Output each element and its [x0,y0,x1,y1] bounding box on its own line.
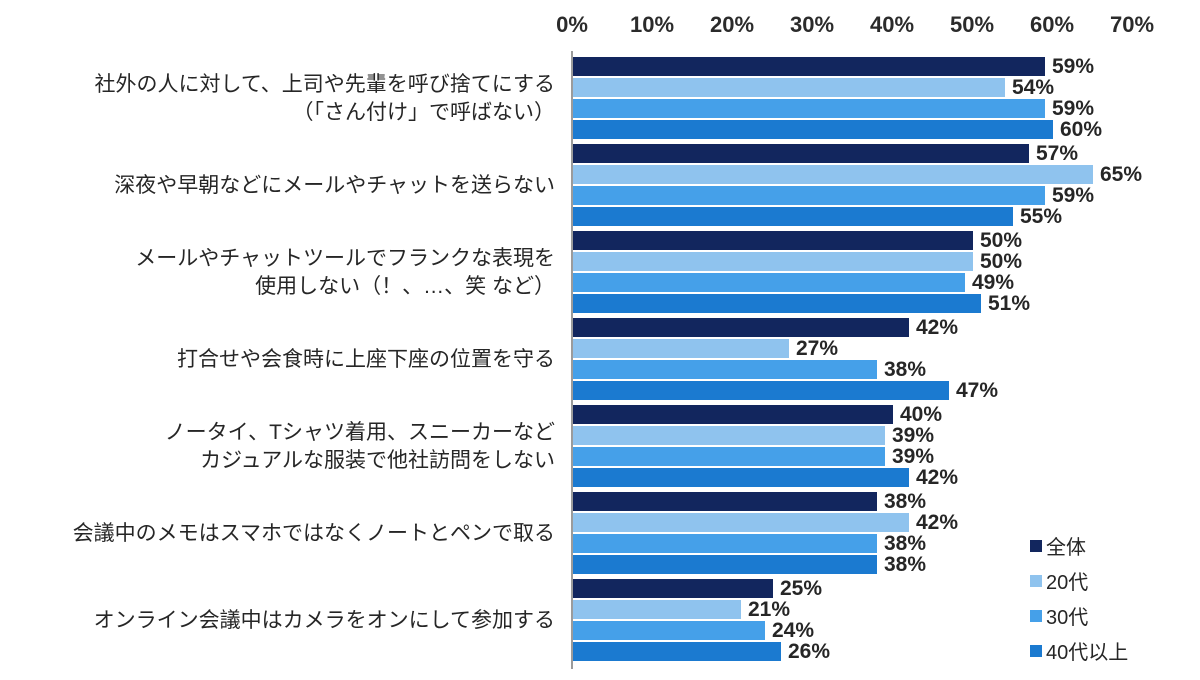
category-label-line: 会議中のメモはスマホではなくノートとペンで取る [72,522,555,545]
category-label: 深夜や早朝などにメールやチャットを送らない [0,144,555,228]
bar-30代 [573,273,965,292]
bar-value-label: 38% [884,490,927,513]
category-label-line: 使用しない（！、…、笑 など） [255,275,555,298]
bar-30代 [573,447,885,466]
bar-40代以上 [573,294,981,313]
legend-item-20代: 20代 [1030,563,1128,598]
bar-30代 [573,99,1045,118]
bar-value-label: 26% [788,640,831,663]
x-axis-tick-label: 10% [629,12,675,37]
bar-40代以上 [573,555,877,574]
category-label: オンライン会議中はカメラをオンにして参加する [0,579,555,663]
legend-label: 40代以上 [1046,642,1129,664]
bar-value-label: 60% [1060,118,1103,141]
bar-value-label: 40% [900,403,943,426]
x-axis-tick-label: 40% [869,12,915,37]
bar-value-label: 50% [980,229,1023,252]
bar-40代以上 [573,642,781,661]
category-label-line: ノータイ、Tシャツ着用、スニーカーなど [164,421,555,444]
bar-value-label: 47% [956,379,999,402]
y-axis-line [571,51,573,669]
category-label-line: 社外の人に対して、上司や先輩を呼び捨てにする [94,73,555,96]
bar-全体 [573,579,773,598]
bar-30代 [573,621,765,640]
bar-value-label: 25% [780,577,823,600]
legend: 全体 20代 30代 40代以上 [1030,528,1128,668]
bar-20代 [573,426,885,445]
x-axis-tick-label: 20% [709,12,755,37]
category-label: 会議中のメモはスマホではなくノートとペンで取る [0,492,555,576]
bar-20代 [573,252,973,271]
bar-value-label: 65% [1100,163,1143,186]
bar-value-label: 50% [980,250,1023,273]
bar-value-label: 42% [916,316,959,339]
bar-全体 [573,405,893,424]
category-label-line: （「さん付け」で呼ばない） [292,101,556,124]
legend-swatch-icon [1030,644,1042,657]
bar-40代以上 [573,468,909,487]
bar-20代 [573,513,909,532]
legend-item-40代以上: 40代以上 [1030,633,1128,668]
category-label-line: カジュアルな服装で他社訪問をしない [200,449,555,472]
category-label-line: 打合せや会食時に上座下座の位置を守る [177,348,555,371]
bar-value-label: 38% [884,532,927,555]
bar-value-label: 39% [892,424,935,447]
category-label: ノータイ、Tシャツ着用、スニーカーなどカジュアルな服装で他社訪問をしない [0,405,555,489]
bar-全体 [573,318,909,337]
category-label-line: メールやチャットツールでフランクな表現を [135,247,555,270]
bar-value-label: 49% [972,271,1015,294]
bar-30代 [573,186,1045,205]
x-axis-tick-label: 60% [1029,12,1075,37]
bar-value-label: 24% [772,619,815,642]
bar-40代以上 [573,381,949,400]
bar-value-label: 54% [1012,76,1055,99]
bar-value-label: 59% [1052,97,1095,120]
bar-全体 [573,57,1045,76]
bar-30代 [573,360,877,379]
bar-20代 [573,78,1005,97]
category-label-line: オンライン会議中はカメラをオンにして参加する [93,609,555,632]
x-axis-tick-label: 0% [556,12,588,37]
bar-value-label: 42% [916,466,959,489]
x-axis-tick-label: 70% [1109,12,1155,37]
bar-20代 [573,600,741,619]
category-label-line: 深夜や早朝などにメールやチャットを送らない [114,174,555,197]
legend-label: 20代 [1046,572,1089,594]
legend-label: 全体 [1046,537,1086,559]
bar-value-label: 59% [1052,184,1095,207]
legend-swatch-icon [1030,539,1042,552]
legend-item-全体: 全体 [1030,528,1128,563]
bar-20代 [573,339,789,358]
bar-value-label: 27% [796,337,839,360]
x-axis-tick-label: 50% [949,12,995,37]
legend-swatch-icon [1030,609,1042,622]
category-label: 打合せや会食時に上座下座の位置を守る [0,318,555,402]
bar-40代以上 [573,207,1013,226]
bar-value-label: 59% [1052,55,1095,78]
x-axis-tick-label: 30% [789,12,835,37]
bar-value-label: 39% [892,445,935,468]
bar-value-label: 38% [884,358,927,381]
legend-swatch-icon [1030,574,1042,587]
bar-30代 [573,534,877,553]
bar-value-label: 21% [748,598,791,621]
bar-value-label: 55% [1020,205,1063,228]
bar-40代以上 [573,120,1053,139]
legend-label: 30代 [1046,607,1089,629]
category-label: 社外の人に対して、上司や先輩を呼び捨てにする （「さん付け」で呼ばない） [0,57,555,141]
bar-全体 [573,144,1029,163]
bar-全体 [573,231,973,250]
bar-value-label: 42% [916,511,959,534]
bar-全体 [573,492,877,511]
bar-value-label: 38% [884,553,927,576]
legend-item-30代: 30代 [1030,598,1128,633]
bar-20代 [573,165,1093,184]
bar-value-label: 57% [1036,142,1079,165]
category-label: メールやチャットツールでフランクな表現を使用しない（！、…、笑 など） [0,231,555,315]
bar-value-label: 51% [988,292,1031,315]
